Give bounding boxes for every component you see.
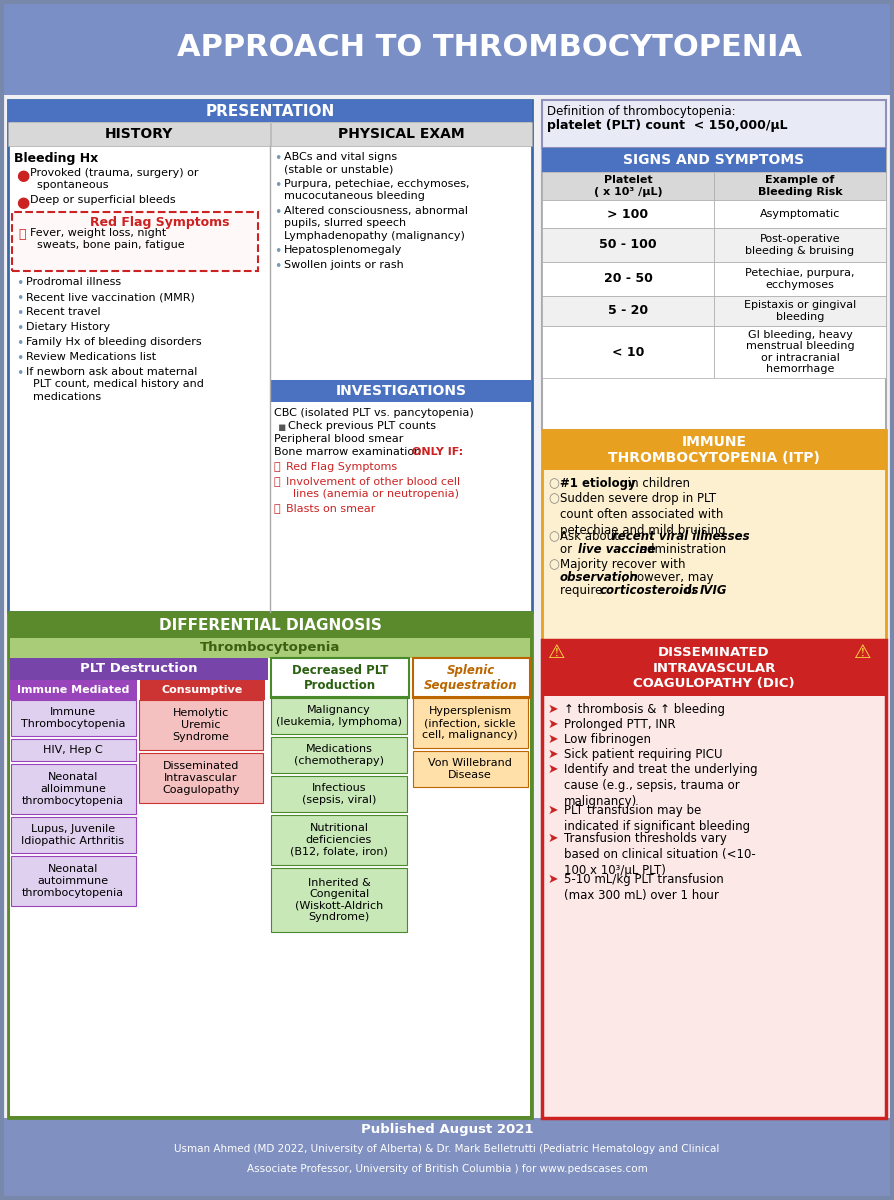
Text: HISTORY: HISTORY — [105, 127, 173, 140]
Text: Involvement of other blood cell
  lines (anemia or neutropenia): Involvement of other blood cell lines (a… — [286, 476, 460, 499]
Text: ○: ○ — [548, 558, 559, 571]
Text: Platelet
( x 10³ /μL): Platelet ( x 10³ /μL) — [594, 175, 662, 197]
FancyBboxPatch shape — [542, 148, 886, 172]
Text: ●: ● — [16, 194, 30, 210]
Text: ➤: ➤ — [548, 874, 559, 886]
FancyBboxPatch shape — [542, 640, 886, 1118]
Text: or: or — [681, 584, 701, 596]
FancyBboxPatch shape — [8, 100, 532, 612]
FancyBboxPatch shape — [271, 815, 407, 865]
Text: Recent travel: Recent travel — [26, 307, 101, 317]
Text: Review Medications list: Review Medications list — [26, 352, 156, 362]
Text: ➤: ➤ — [548, 804, 559, 817]
Text: ➤: ➤ — [548, 703, 559, 716]
Text: Immune
Thrombocytopenia: Immune Thrombocytopenia — [21, 707, 125, 728]
Text: 20 - 50: 20 - 50 — [603, 272, 653, 286]
Text: Hemolytic
Uremic
Syndrome: Hemolytic Uremic Syndrome — [173, 708, 230, 742]
Text: Associate Professor, University of British Columbia ) for www.pedscases.com: Associate Professor, University of Briti… — [247, 1164, 647, 1174]
Text: Bleeding Hx: Bleeding Hx — [14, 152, 98, 164]
FancyBboxPatch shape — [542, 640, 886, 696]
Text: Consumptive: Consumptive — [162, 685, 242, 695]
Text: ➤: ➤ — [548, 718, 559, 731]
Text: ❗: ❗ — [274, 504, 281, 514]
FancyBboxPatch shape — [8, 612, 532, 1118]
FancyBboxPatch shape — [714, 262, 886, 296]
Text: GI bleeding, heavy
menstrual bleeding
or intracranial
hemorrhage: GI bleeding, heavy menstrual bleeding or… — [746, 330, 855, 374]
Text: •: • — [16, 337, 23, 350]
FancyBboxPatch shape — [413, 658, 530, 698]
FancyBboxPatch shape — [10, 638, 530, 658]
Text: 5 - 20: 5 - 20 — [608, 305, 648, 318]
Text: Ask about: Ask about — [560, 530, 622, 542]
Text: DISSEMINATED
INTRAVASCULAR
COAGULOPATHY (DIC): DISSEMINATED INTRAVASCULAR COAGULOPATHY … — [633, 647, 795, 690]
Text: ⚠: ⚠ — [548, 643, 566, 662]
FancyBboxPatch shape — [11, 817, 136, 853]
Text: ➤: ➤ — [548, 832, 559, 845]
Text: 50 - 100: 50 - 100 — [599, 239, 657, 252]
FancyBboxPatch shape — [714, 326, 886, 378]
Text: Lupus, Juvenile
Idiopathic Arthritis: Lupus, Juvenile Idiopathic Arthritis — [21, 824, 124, 846]
FancyBboxPatch shape — [714, 228, 886, 262]
FancyBboxPatch shape — [271, 380, 532, 402]
Text: Medications
(chemotherapy): Medications (chemotherapy) — [294, 744, 384, 766]
Text: Epistaxis or gingival
bleeding: Epistaxis or gingival bleeding — [744, 300, 856, 322]
Text: Nutritional
deficiencies
(B12, folate, iron): Nutritional deficiencies (B12, folate, i… — [290, 823, 388, 857]
Text: Transfusion thresholds vary
based on clinical situation (<10-
100 x 10³/μL PLT): Transfusion thresholds vary based on cli… — [564, 832, 755, 877]
Text: ❗: ❗ — [274, 476, 281, 487]
FancyBboxPatch shape — [10, 680, 137, 700]
FancyBboxPatch shape — [139, 700, 263, 750]
Text: CBC (isolated PLT vs. pancytopenia): CBC (isolated PLT vs. pancytopenia) — [274, 408, 474, 418]
Text: ➤: ➤ — [548, 748, 559, 761]
Text: If newborn ask about maternal
  PLT count, medical history and
  medications: If newborn ask about maternal PLT count,… — [26, 367, 204, 402]
Text: ○: ○ — [548, 492, 559, 505]
Text: IVIG: IVIG — [700, 584, 728, 596]
Text: ↑ thrombosis & ↑ bleeding: ↑ thrombosis & ↑ bleeding — [564, 703, 725, 716]
Text: Identify and treat the underlying
cause (e.g., sepsis, trauma or
malignancy): Identify and treat the underlying cause … — [564, 763, 757, 808]
FancyBboxPatch shape — [10, 614, 530, 1116]
Text: •: • — [16, 277, 23, 290]
FancyBboxPatch shape — [11, 700, 136, 736]
Text: corticosteroids: corticosteroids — [600, 584, 699, 596]
Text: Purpura, petechiae, ecchymoses,
mucocutaneous bleeding: Purpura, petechiae, ecchymoses, mucocuta… — [284, 179, 469, 202]
Text: Malignancy
(leukemia, lymphoma): Malignancy (leukemia, lymphoma) — [276, 706, 402, 727]
FancyBboxPatch shape — [11, 856, 136, 906]
Text: SIGNS AND SYMPTOMS: SIGNS AND SYMPTOMS — [623, 152, 805, 167]
Text: IMMUNE
THROMBOCYTOPENIA (ITP): IMMUNE THROMBOCYTOPENIA (ITP) — [608, 434, 820, 466]
FancyBboxPatch shape — [714, 172, 886, 200]
Text: •: • — [16, 307, 23, 320]
Text: Provoked (trauma, surgery) or
  spontaneous: Provoked (trauma, surgery) or spontaneou… — [30, 168, 198, 191]
Text: •: • — [274, 245, 282, 258]
Text: recent viral illnesses: recent viral illnesses — [612, 530, 750, 542]
Text: PHYSICAL EXAM: PHYSICAL EXAM — [338, 127, 464, 140]
FancyBboxPatch shape — [8, 100, 532, 122]
Text: PLT transfusion may be
indicated if significant bleeding: PLT transfusion may be indicated if sign… — [564, 804, 750, 833]
FancyBboxPatch shape — [271, 776, 407, 812]
Text: Post-operative
bleeding & bruising: Post-operative bleeding & bruising — [746, 234, 855, 256]
Text: observation: observation — [560, 571, 639, 584]
Text: Usman Ahmed (MD 2022, University of Alberta) & Dr. Mark Belletrutti (Pediatric H: Usman Ahmed (MD 2022, University of Albe… — [174, 1144, 720, 1154]
Text: Asymptomatic: Asymptomatic — [760, 209, 840, 218]
FancyBboxPatch shape — [271, 658, 409, 698]
FancyBboxPatch shape — [271, 737, 407, 773]
Text: Decreased PLT
Production: Decreased PLT Production — [291, 664, 388, 692]
Text: Neonatal
autoimmune
thrombocytopenia: Neonatal autoimmune thrombocytopenia — [22, 864, 124, 898]
Text: ○: ○ — [548, 476, 559, 490]
FancyBboxPatch shape — [542, 430, 886, 470]
Text: or: or — [560, 542, 576, 556]
FancyBboxPatch shape — [11, 764, 136, 814]
FancyBboxPatch shape — [140, 680, 265, 700]
Text: Immune Mediated: Immune Mediated — [17, 685, 130, 695]
Text: ONLY IF:: ONLY IF: — [412, 446, 463, 457]
Text: Peripheral blood smear: Peripheral blood smear — [274, 434, 403, 444]
FancyBboxPatch shape — [12, 212, 258, 271]
Text: in children: in children — [624, 476, 690, 490]
Text: ❗: ❗ — [18, 228, 26, 241]
FancyBboxPatch shape — [10, 614, 530, 638]
Text: Red Flag Symptoms: Red Flag Symptoms — [90, 216, 230, 229]
Text: HIV, Hep C: HIV, Hep C — [43, 745, 103, 755]
Text: Von Willebrand
Disease: Von Willebrand Disease — [428, 758, 512, 780]
Text: Fever, weight loss, night
  sweats, bone pain, fatigue: Fever, weight loss, night sweats, bone p… — [30, 228, 185, 251]
Text: ➤: ➤ — [548, 733, 559, 746]
Text: Low fibrinogen: Low fibrinogen — [564, 733, 651, 746]
